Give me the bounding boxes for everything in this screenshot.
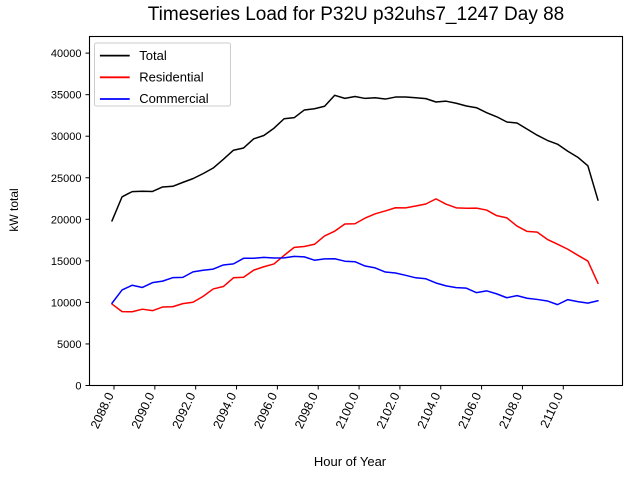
svg-text:0: 0 — [75, 381, 81, 393]
svg-text:Commercial: Commercial — [139, 91, 208, 106]
svg-text:Residential: Residential — [139, 70, 203, 85]
svg-text:15000: 15000 — [51, 256, 82, 268]
svg-text:Total: Total — [139, 48, 167, 63]
svg-text:35000: 35000 — [51, 90, 82, 102]
svg-text:kW total: kW total — [7, 188, 21, 231]
svg-text:Hour of Year: Hour of Year — [314, 454, 387, 469]
svg-text:10000: 10000 — [51, 297, 82, 309]
svg-text:25000: 25000 — [51, 173, 82, 185]
svg-text:Timeseries Load for P32U p32uh: Timeseries Load for P32U p32uhs7_1247 Da… — [148, 4, 565, 25]
svg-text:20000: 20000 — [51, 214, 82, 226]
svg-text:5000: 5000 — [57, 339, 81, 351]
svg-text:30000: 30000 — [51, 131, 82, 143]
svg-text:40000: 40000 — [51, 48, 82, 60]
